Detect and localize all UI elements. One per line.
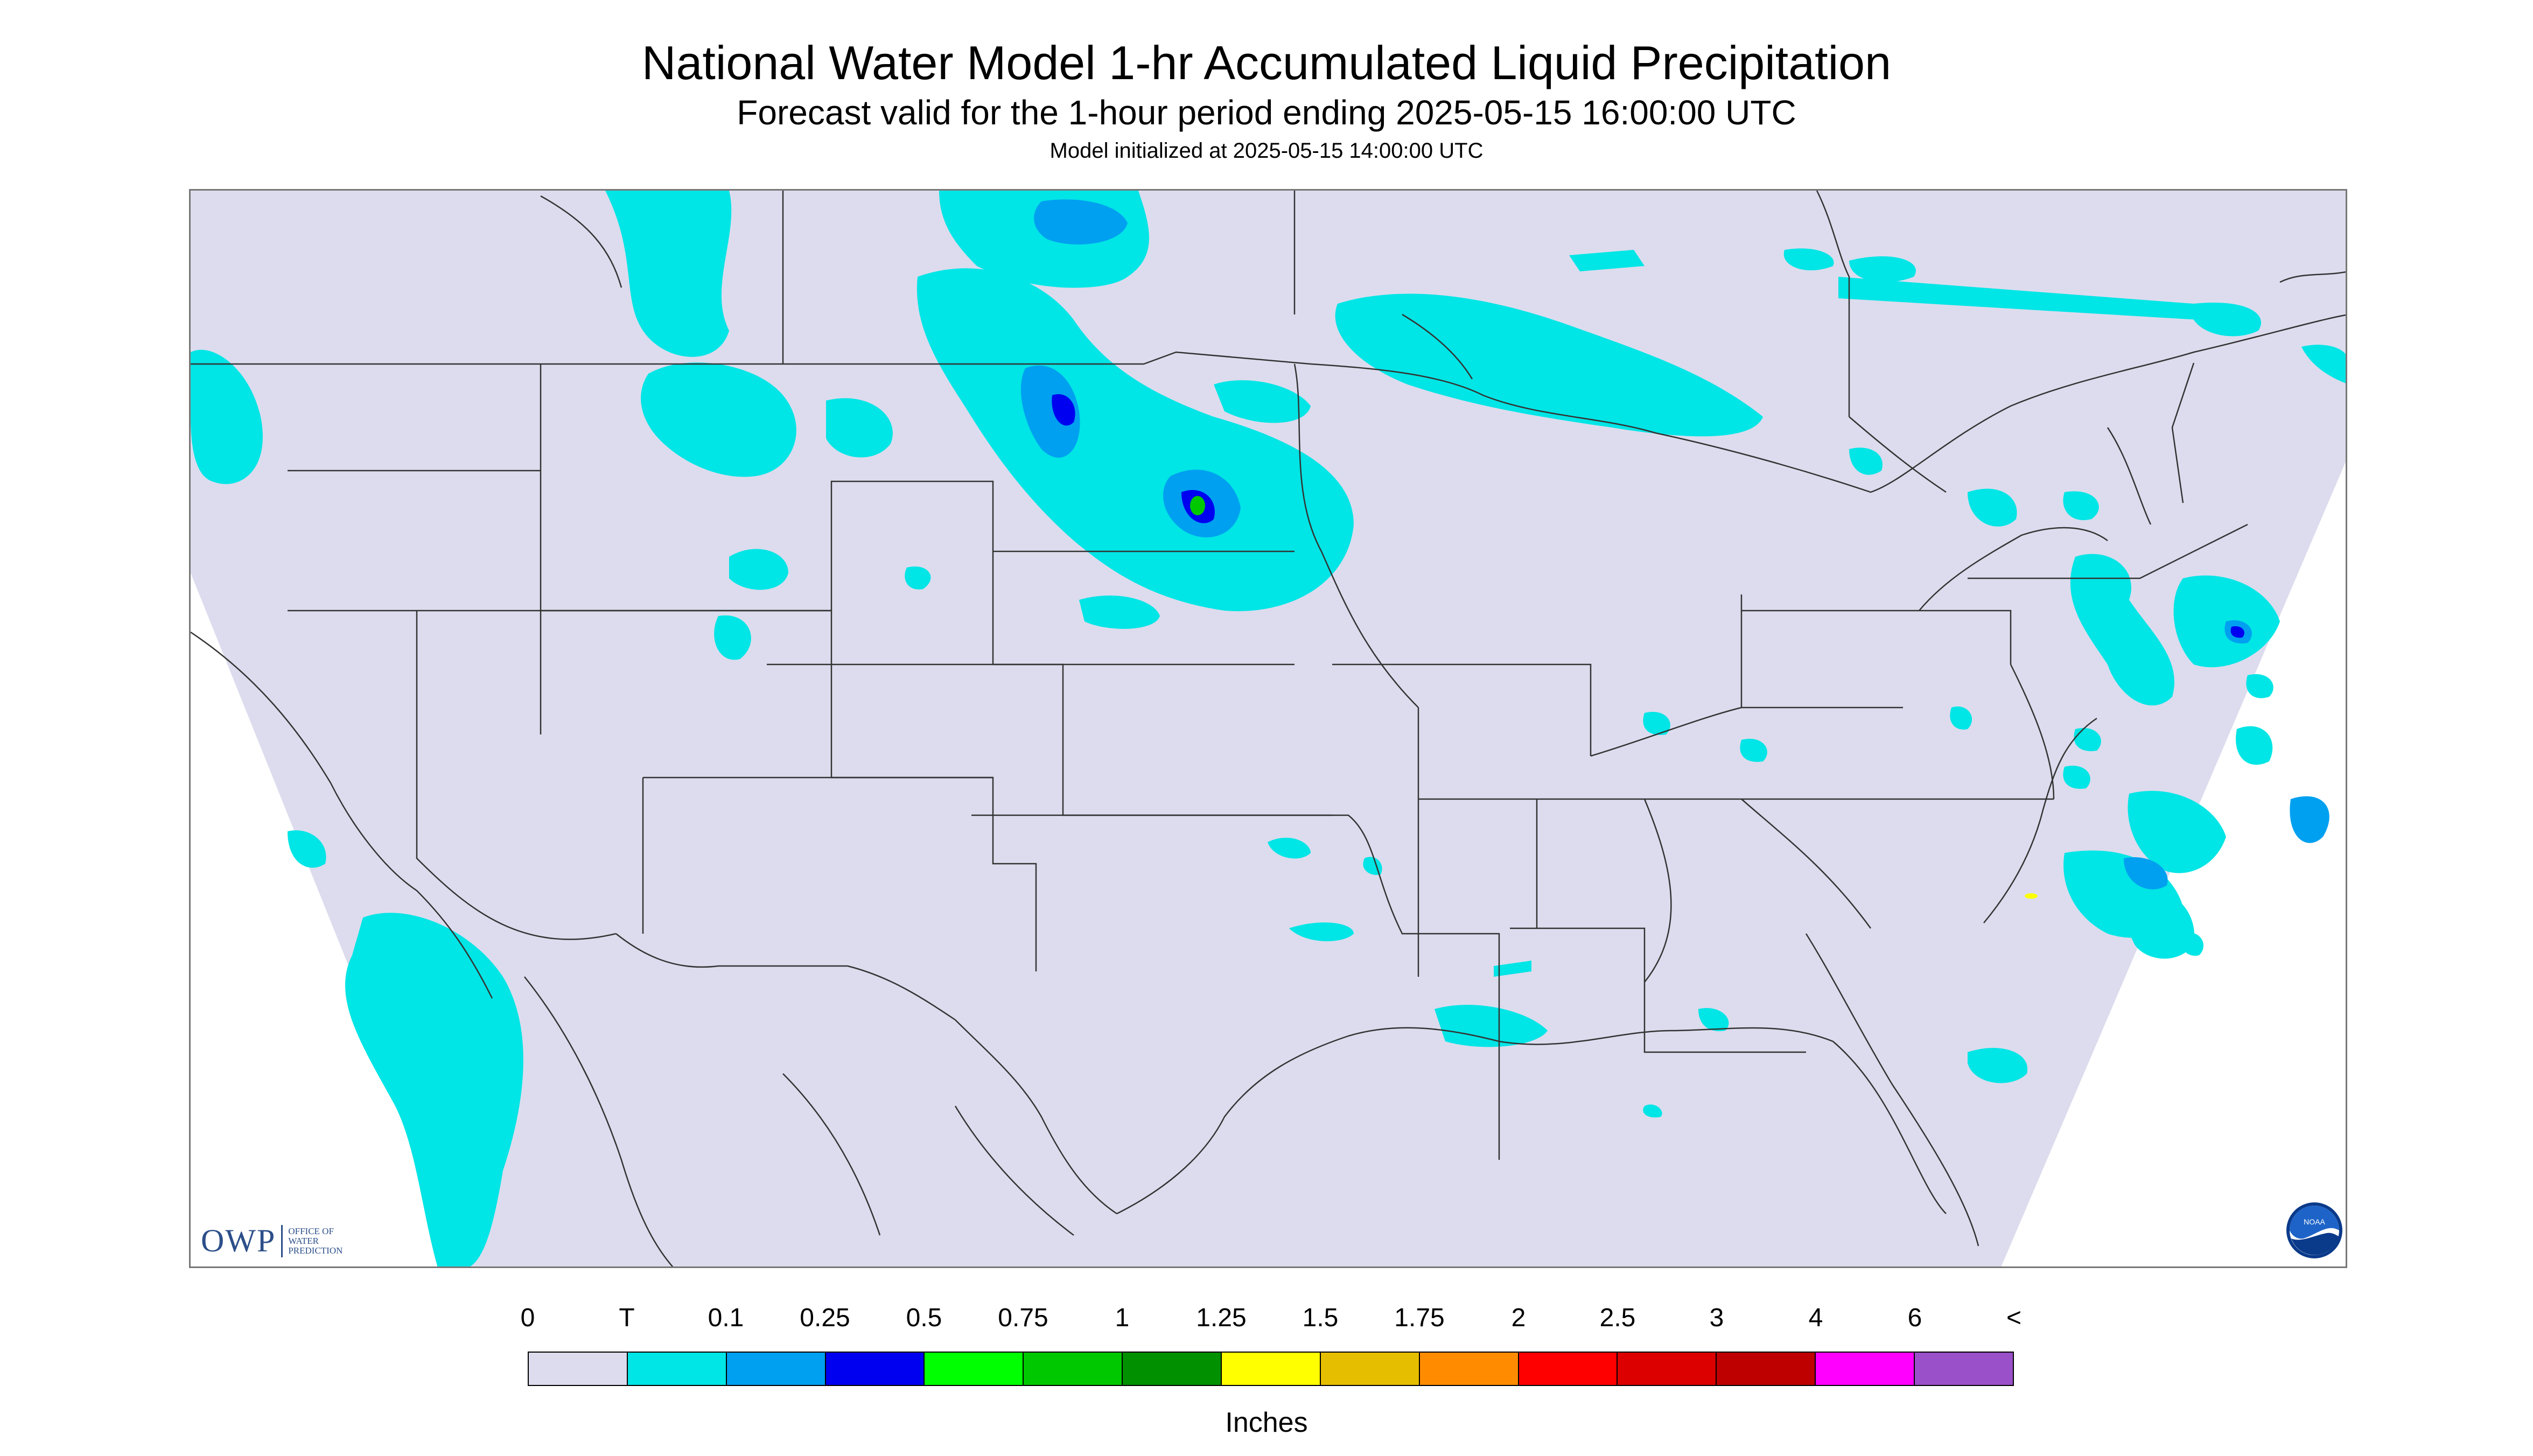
legend-swatch [1024,1353,1123,1385]
color-legend [528,1352,2014,1386]
legend-label: 0.5 [906,1304,942,1332]
legend-label: < [2006,1304,2022,1332]
legend-swatch [1222,1353,1321,1385]
owp-logo-divider [281,1224,283,1257]
legend-label: 0.75 [998,1304,1048,1332]
outside-domain-east [2001,462,2346,1266]
map-canvas [191,191,2346,1266]
legend-label: 4 [1808,1304,1823,1332]
legend-label: T [619,1304,635,1332]
legend-swatch [1519,1353,1618,1385]
legend-swatch [1816,1353,1915,1385]
legend-labels: 0 T 0.1 0.25 0.5 0.75 1 1.25 1.5 1.75 2 2.5 3 4 6 < [521,1303,2021,1335]
legend-label: 2.5 [1599,1304,1636,1332]
legend-label: 0 [520,1304,535,1332]
legend-swatch [627,1353,727,1385]
legend-label: 1.75 [1394,1304,1445,1332]
legend-label: 1 [1115,1304,1130,1332]
legend-swatch [726,1353,826,1385]
legend-label: 6 [1907,1304,1922,1332]
legend-swatch [1618,1353,1717,1385]
owp-logo-text: OFFICE OF WATER PREDICTION [288,1226,343,1256]
legend-label: 0.1 [708,1304,744,1332]
legend-swatch [825,1353,925,1385]
legend-swatch [1419,1353,1519,1385]
precip-moderate [1020,199,2329,890]
map-domain [191,191,2346,1266]
precipitation-map[interactable] [189,189,2347,1268]
legend-swatch [925,1353,1024,1385]
precip-trace [191,191,2346,1266]
legend-swatch [1915,1353,2013,1385]
owp-logo-mark: OWP [201,1223,276,1258]
legend-label: 2 [1511,1304,1526,1332]
precip-max [1190,496,2038,899]
legend-label: 3 [1709,1304,1724,1332]
legend-swatch [1123,1353,1222,1385]
legend-swatch [1717,1353,1816,1385]
legend-swatch [529,1353,628,1385]
legend-label: 1.5 [1302,1304,1339,1332]
chart-title: National Water Model 1-hr Accumulated Li… [641,36,1892,89]
legend-label: 1.25 [1196,1304,1247,1332]
model-init-time: Model initialized at 2025-05-15 14:00:00… [1049,139,1484,163]
legend-swatch [1320,1353,1420,1385]
political-boundaries [191,191,2346,1266]
chart-subtitle: Forecast valid for the 1-hour period end… [737,93,1796,132]
owp-logo: OWP OFFICE OF WATER PREDICTION [201,1222,353,1259]
noaa-logo-text: NOAA [2304,1217,2325,1226]
legend-label: 0.25 [800,1304,850,1332]
noaa-logo-icon: NOAA [2286,1202,2342,1258]
legend-units: Inches [1225,1407,1308,1438]
